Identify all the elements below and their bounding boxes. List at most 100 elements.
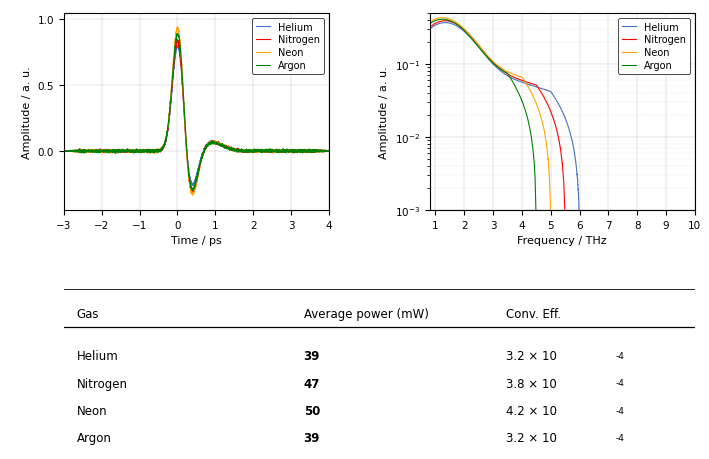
Neon <box>60 149 68 154</box>
Neon <box>217 143 225 149</box>
Helium <box>217 143 225 148</box>
Helium <box>691 228 699 234</box>
Helium <box>325 149 333 155</box>
Line: Neon: Neon <box>431 18 695 248</box>
Neon <box>548 219 557 225</box>
Text: 3.2 × 10: 3.2 × 10 <box>506 431 557 444</box>
Line: Nitrogen: Nitrogen <box>64 40 329 194</box>
Nitrogen <box>683 236 692 242</box>
Argon <box>185 172 194 178</box>
Argon <box>440 17 449 23</box>
Helium <box>189 183 198 189</box>
Neon <box>304 148 313 154</box>
Neon <box>325 149 333 154</box>
Line: Argon: Argon <box>64 34 329 191</box>
Text: 50: 50 <box>303 404 320 417</box>
Text: Gas: Gas <box>77 308 99 320</box>
Nitrogen <box>217 143 225 149</box>
Argon <box>683 247 691 253</box>
Argon <box>228 147 237 152</box>
Nitrogen <box>635 241 643 247</box>
Nitrogen <box>173 37 182 43</box>
Neon <box>438 16 447 21</box>
Nitrogen <box>584 245 593 251</box>
Text: -4: -4 <box>616 406 625 415</box>
Neon <box>683 225 692 230</box>
Helium <box>304 149 313 155</box>
Text: 39: 39 <box>303 350 320 363</box>
Helium <box>441 21 450 26</box>
Legend: Helium, Nitrogen, Neon, Argon: Helium, Nitrogen, Neon, Argon <box>252 19 324 75</box>
Text: 39: 39 <box>303 431 320 444</box>
Nitrogen <box>60 149 68 154</box>
Text: -4: -4 <box>616 351 625 360</box>
Y-axis label: Amplitude / a. u.: Amplitude / a. u. <box>22 66 32 158</box>
Argon <box>427 21 435 27</box>
Nitrogen <box>155 148 164 154</box>
Argon <box>304 149 313 154</box>
Nitrogen <box>427 24 435 30</box>
Neon <box>185 177 194 182</box>
X-axis label: Time / ps: Time / ps <box>171 236 222 246</box>
Y-axis label: Amplitude / a. u.: Amplitude / a. u. <box>379 66 389 158</box>
Nitrogen <box>683 218 691 223</box>
Nitrogen <box>548 114 557 119</box>
Nitrogen <box>325 149 333 154</box>
Argon <box>555 249 564 254</box>
Neon <box>155 148 164 154</box>
Text: 3.8 × 10: 3.8 × 10 <box>506 377 557 390</box>
Helium <box>683 230 691 236</box>
Text: 3.2 × 10: 3.2 × 10 <box>506 350 557 363</box>
Line: Argon: Argon <box>431 20 695 262</box>
Text: -4: -4 <box>616 433 625 442</box>
Helium <box>672 245 681 250</box>
Nitrogen <box>228 148 237 153</box>
Line: Nitrogen: Nitrogen <box>431 22 695 248</box>
Line: Helium: Helium <box>64 46 329 186</box>
X-axis label: Frequency / THz: Frequency / THz <box>518 236 607 246</box>
Neon <box>691 232 699 237</box>
Nitrogen <box>691 243 699 248</box>
Helium <box>60 149 68 154</box>
Neon <box>555 237 564 243</box>
Text: Average power (mW): Average power (mW) <box>303 308 428 320</box>
Neon <box>189 193 197 198</box>
Argon <box>173 32 182 37</box>
Neon <box>635 241 643 246</box>
Text: Conv. Eff.: Conv. Eff. <box>506 308 561 320</box>
Nitrogen <box>188 191 196 196</box>
Argon <box>217 144 225 149</box>
Argon <box>325 149 333 154</box>
Neon <box>644 246 653 251</box>
Legend: Helium, Nitrogen, Neon, Argon: Helium, Nitrogen, Neon, Argon <box>618 19 690 75</box>
Nitrogen <box>442 19 450 24</box>
Neon <box>683 235 691 240</box>
Nitrogen <box>440 19 449 24</box>
Argon <box>60 149 68 154</box>
Helium <box>683 243 692 249</box>
Nitrogen <box>115 150 123 156</box>
Line: Helium: Helium <box>431 23 695 247</box>
Helium <box>548 92 557 98</box>
Text: 4.2 × 10: 4.2 × 10 <box>506 404 557 417</box>
Helium <box>228 146 237 152</box>
Argon <box>189 188 197 194</box>
Argon <box>691 248 699 253</box>
Neon <box>115 148 123 153</box>
Argon <box>688 259 696 264</box>
Text: Helium: Helium <box>77 350 118 363</box>
Helium <box>440 21 449 26</box>
Helium <box>635 239 643 245</box>
Nitrogen <box>304 148 313 153</box>
Argon <box>635 245 643 251</box>
Neon <box>427 19 435 25</box>
Helium <box>555 104 564 109</box>
Neon <box>440 16 449 22</box>
Helium <box>155 149 164 155</box>
Text: Neon: Neon <box>77 404 107 417</box>
Argon <box>155 148 164 153</box>
Nitrogen <box>185 176 194 182</box>
Line: Neon: Neon <box>64 28 329 196</box>
Helium <box>115 149 123 154</box>
Argon <box>683 255 691 260</box>
